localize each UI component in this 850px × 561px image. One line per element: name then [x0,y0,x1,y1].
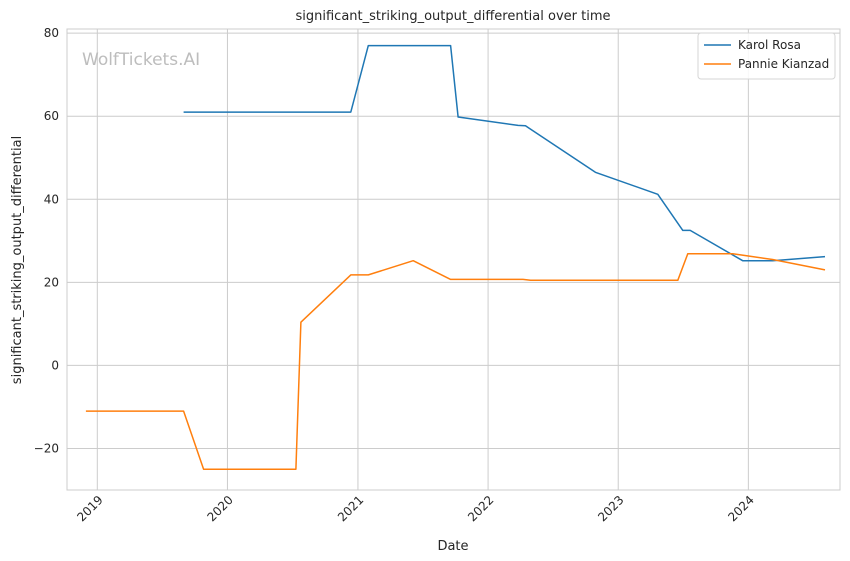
y-tick-label: 0 [51,358,59,372]
chart-title: significant_striking_output_differential… [296,9,611,24]
y-tick-label: 20 [44,275,59,289]
x-gridlines [96,29,749,490]
series-layer [85,44,826,470]
legend-label: Pannie Kianzad [738,57,829,71]
x-tick-label: 2023 [595,493,626,524]
x-tick-label: 2024 [725,493,756,524]
x-axis-ticks: 2019 2020 2021 2022 2023 2024 [74,493,757,524]
x-tick-label: 2021 [335,493,366,524]
legend-box [697,32,836,80]
y-axis-label: significant_striking_output_differential [10,136,25,384]
legend: Karol Rosa Pannie Kianzad [697,32,836,80]
series-line-1 [183,44,826,262]
x-tick-label: 2022 [465,493,496,524]
series-line-2 [85,252,826,470]
y-tick-label: 40 [44,192,59,206]
y-tick-label: 80 [44,26,59,40]
x-tick-label: 2019 [74,493,105,524]
legend-label: Karol Rosa [738,38,801,52]
plot-frame [66,28,841,491]
watermark: WolfTickets.AI [82,50,200,70]
plot-area: WolfTickets.AI [66,28,841,491]
x-axis-label: Date [437,539,468,554]
legend-items: Karol Rosa Pannie Kianzad [704,38,829,71]
y-tick-label: 60 [44,109,59,123]
x-tick-label: 2020 [204,493,235,524]
y-axis-ticks: −20 0 20 40 60 80 [34,26,59,455]
y-tick-label: −20 [34,441,59,455]
